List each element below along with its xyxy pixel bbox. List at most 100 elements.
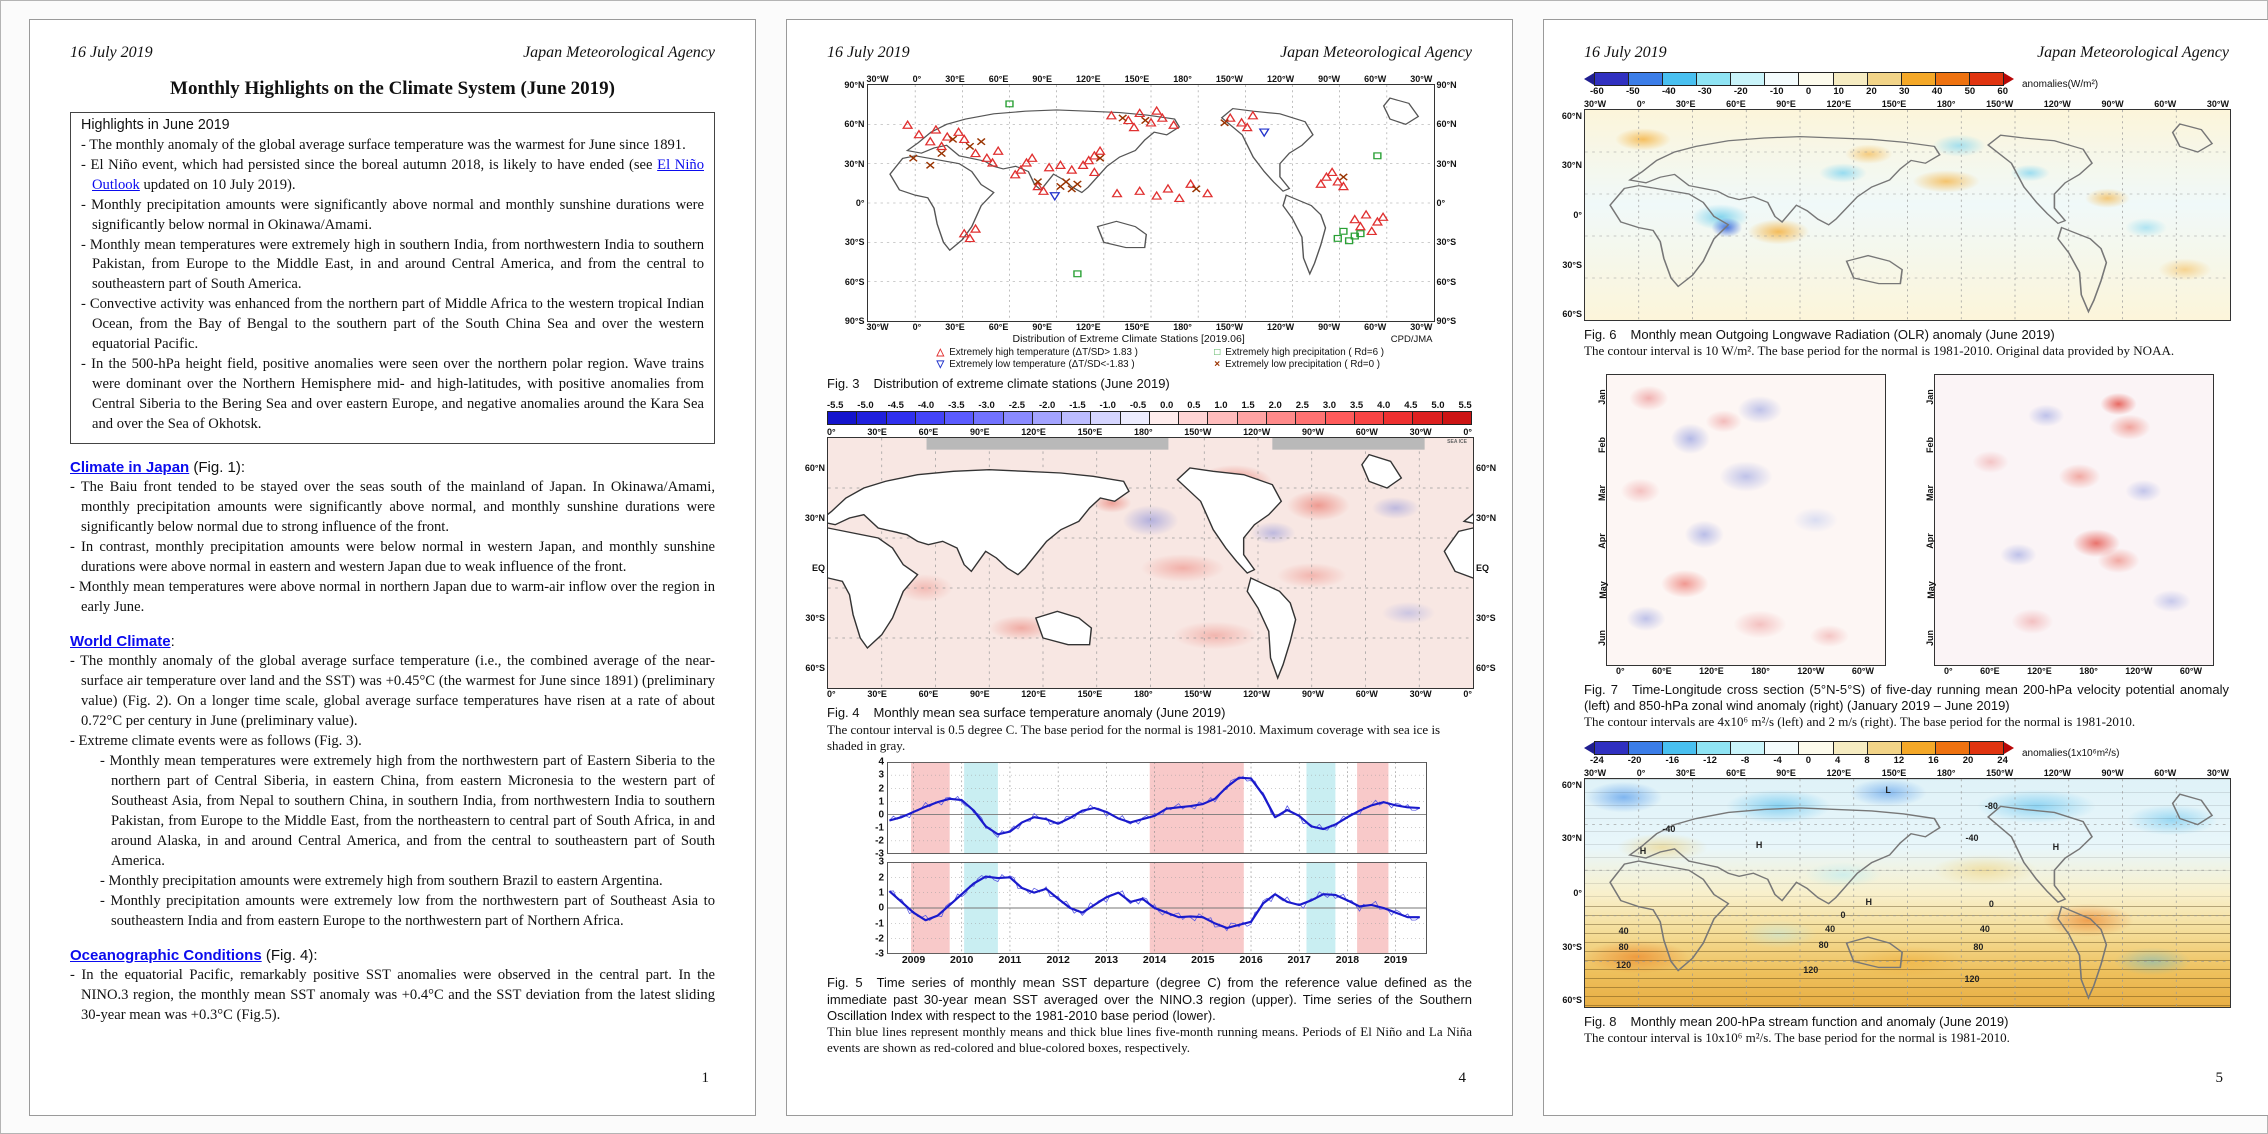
fig7-right-panel-wrap: Jan Feb Mar Apr May Jun 0° 60°E 120°E 180° 120°W 6… bbox=[1925, 373, 2214, 676]
el-nino-outlook-link[interactable]: El Niño Outlook bbox=[92, 156, 704, 193]
fig5-caption: Fig. 5 Time series of monthly mean SST de… bbox=[827, 975, 1472, 1024]
fig8-colorbar-tick: 20 bbox=[1962, 754, 1974, 766]
page2-header: 16 July 2019 Japan Meteorological Agency bbox=[827, 44, 1472, 62]
fig3-extreme-stations-map: 90°N 90°N 60°N 60°N 30°N 30°N 0° 0° 30°S 30°S 60°S… bbox=[844, 80, 1456, 326]
high-temp-marker bbox=[1150, 105, 1162, 115]
fig7-month-label: Apr bbox=[1596, 533, 1607, 550]
colorbar-segment bbox=[1866, 73, 1901, 85]
fig8-colorbar-tick: 16 bbox=[1928, 754, 1939, 766]
colorbar-segment bbox=[1696, 741, 1731, 754]
fig6-colorbar bbox=[1594, 72, 2004, 86]
high-temp-marker bbox=[1241, 122, 1253, 132]
fig8-caption-label: Fig. 8 bbox=[1584, 1013, 1617, 1029]
fig8-colorbar-tick: 24 bbox=[1997, 754, 2008, 766]
section-item: - In the equatorial Pacific, remarkably … bbox=[70, 967, 715, 1023]
high-temp-marker bbox=[1354, 221, 1366, 231]
fig5-y-tick: 2 bbox=[878, 783, 884, 795]
fig8-x-label: 150°W bbox=[1986, 767, 2014, 778]
fig8-annotation: 40 bbox=[1979, 923, 1990, 934]
fig6-colorbar-tick: 0 bbox=[1805, 86, 1812, 97]
colorbar-segment bbox=[944, 412, 974, 425]
fig7-velocity-potential-panel: Jan Feb Mar Apr May Jun bbox=[1597, 373, 1886, 666]
colorbar-segment bbox=[1441, 412, 1471, 425]
fig7-left-panel-wrap: Jan Feb Mar Apr May Jun 0° 60°E 120°E 180° 120°W 6… bbox=[1597, 373, 1886, 676]
fig6-colorbar-tick: 40 bbox=[1931, 86, 1943, 97]
fig5-year-tick: 2010 bbox=[950, 954, 974, 967]
page-1[interactable]: 16 July 2019 Japan Meteorological Agency… bbox=[29, 19, 756, 1116]
colorbar-segment bbox=[1900, 73, 1935, 85]
colorbar-segment bbox=[1031, 412, 1062, 425]
fig3-credit: CPD/JMA bbox=[1390, 334, 1433, 345]
fig7-x-label: 0° bbox=[1616, 665, 1625, 676]
fig5-y-tick: 3 bbox=[878, 769, 884, 781]
fig8-colorbar bbox=[1594, 740, 2004, 755]
fig4-colorbar-tick: -3.0 bbox=[978, 400, 995, 412]
fig4-colorbar-tick: -3.5 bbox=[948, 400, 965, 412]
fig4-x-label: 60°E bbox=[918, 689, 939, 700]
fig4-colorbar-tick: -5.0 bbox=[857, 400, 874, 412]
fig8-annotation: 80 bbox=[1618, 942, 1629, 953]
page-3[interactable]: 16 July 2019 Japan Meteorological Agency… bbox=[1543, 19, 2268, 1116]
colorbar-segment bbox=[1628, 73, 1663, 85]
fig6-x-label: 0° bbox=[1636, 99, 1646, 109]
fig4-colorbar-tick: -4.5 bbox=[887, 400, 904, 412]
section-item: - Extreme climate events were as follows… bbox=[70, 733, 362, 750]
header-date: 16 July 2019 bbox=[1584, 44, 1667, 61]
fig8-y-label: 0° bbox=[1573, 887, 1582, 898]
high-precip-marker bbox=[1355, 230, 1365, 238]
fig3-y-label: 90°N bbox=[844, 80, 865, 90]
fig8-colorbar-tick: -16 bbox=[1665, 754, 1680, 766]
fig3-legend-glyph: △ bbox=[936, 347, 945, 358]
fig3-x-label: 180° bbox=[1173, 322, 1192, 332]
fig8-x-label: 30°E bbox=[1675, 767, 1696, 778]
fig4-caption-label: Fig. 4 bbox=[827, 705, 860, 721]
fig8-annotation: 80 bbox=[1973, 942, 1984, 953]
high-temp-marker bbox=[986, 157, 998, 167]
high-temp-marker bbox=[952, 126, 964, 136]
fig6-colorbar-tick: -40 bbox=[1661, 86, 1676, 97]
fig4-colorbar-ticks: -5.5 -5.0 -4.5 -4.0 -3.5 -3.0 -2.5 -2.0 -1.5 -1.0… bbox=[827, 400, 1472, 411]
fig4-colorbar-tick: 5.5 bbox=[1458, 400, 1472, 412]
fig6-colorbar-arrow-left bbox=[1584, 73, 1594, 85]
fig7-x-label: 60°E bbox=[1980, 665, 2000, 676]
low-temp-marker bbox=[1258, 128, 1270, 138]
fig7-month-label: Mar bbox=[1597, 485, 1608, 502]
fig4-y-label: 60°N bbox=[1476, 463, 1497, 474]
fig3-x-label: 180° bbox=[1173, 74, 1192, 84]
fig3-map-svg bbox=[867, 85, 1434, 321]
fig4-x-label: 90°E bbox=[969, 427, 990, 438]
section-heading-link[interactable]: Oceanographic Conditions bbox=[70, 947, 262, 965]
fig7-x-label: 60°E bbox=[1652, 665, 1672, 676]
high-temp-marker bbox=[1065, 164, 1077, 174]
fig6-x-label: 120°E bbox=[1826, 99, 1852, 109]
fig4-x-label: 120°W bbox=[1243, 427, 1271, 438]
fig3-x-labels-top: 30°W 0° 30°E 60°E 90°E 120°E 150°E 180° 150°W 120… bbox=[867, 74, 1433, 84]
fig4-y-label: 30°N bbox=[1476, 513, 1497, 524]
fig3-y-label: 30°N bbox=[844, 158, 865, 169]
fig8-colorbar-tick: -24 bbox=[1590, 754, 1604, 766]
fig7-month-label: May bbox=[1925, 580, 1936, 599]
fig8-caption-text: Monthly mean 200-hPa stream function and… bbox=[1630, 1013, 2009, 1029]
fig5-y-tick: 2 bbox=[878, 872, 884, 884]
fig4-colorbar-tick: 0.5 bbox=[1187, 400, 1201, 412]
section-heading-link[interactable]: World Climate bbox=[70, 633, 171, 651]
fig8-x-label: 120°E bbox=[1826, 767, 1852, 778]
fig8-colorbar-arrow-left bbox=[1584, 741, 1594, 754]
fig8-x-label: 180° bbox=[1936, 767, 1956, 778]
fig7-x-label: 180° bbox=[1751, 665, 1770, 676]
fig6-y-label: 0° bbox=[1573, 210, 1582, 220]
low-precip-marker bbox=[1140, 116, 1150, 125]
fig4-colorbar-tick: 4.5 bbox=[1404, 400, 1418, 412]
fig4-colorbar-tick: 2.0 bbox=[1268, 400, 1282, 412]
section-heading-link[interactable]: Climate in Japan bbox=[70, 459, 190, 477]
fig3-x-label: 30°W bbox=[1410, 322, 1433, 332]
fig4-colorbar-tick: -4.0 bbox=[917, 400, 935, 412]
page-2[interactable]: 16 July 2019 Japan Meteorological Agency… bbox=[786, 19, 1513, 1116]
lanina-band bbox=[1306, 762, 1336, 855]
high-temp-marker bbox=[1156, 112, 1168, 122]
fig4-x-label: 150°E bbox=[1077, 689, 1103, 700]
colorbar-segment bbox=[1662, 73, 1697, 85]
high-temp-marker bbox=[1077, 160, 1089, 169]
section-body: - The monthly anomaly of the global aver… bbox=[70, 652, 715, 932]
